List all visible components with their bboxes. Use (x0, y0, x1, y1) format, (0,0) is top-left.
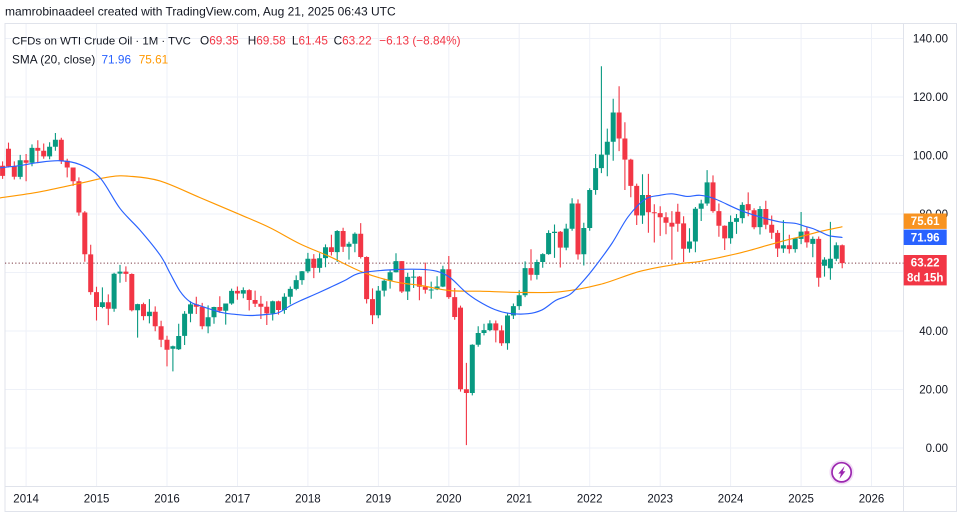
svg-text:8d 15h: 8d 15h (907, 272, 943, 284)
svg-text:2016: 2016 (154, 494, 180, 506)
svg-text:2026: 2026 (859, 494, 885, 506)
svg-text:75.61: 75.61 (911, 216, 940, 228)
svg-text:2017: 2017 (225, 494, 251, 506)
svg-text:120.00: 120.00 (913, 92, 948, 104)
svg-text:71.96: 71.96 (102, 53, 132, 67)
svg-text:2024: 2024 (718, 494, 744, 506)
svg-text:2023: 2023 (647, 494, 673, 506)
svg-text:20.00: 20.00 (919, 385, 948, 397)
svg-text:140.00: 140.00 (913, 34, 948, 46)
svg-text:mamrobinaadeel created with Tr: mamrobinaadeel created with TradingView.… (5, 5, 396, 19)
svg-text:2015: 2015 (84, 494, 110, 506)
svg-text:H69.58: H69.58 (248, 34, 286, 48)
svg-text:2025: 2025 (788, 494, 814, 506)
svg-text:L61.45: L61.45 (292, 34, 329, 48)
svg-text:2019: 2019 (366, 494, 392, 506)
svg-text:100.00: 100.00 (913, 151, 948, 163)
svg-text:CFDs on WTI Crude Oil · 1M · T: CFDs on WTI Crude Oil · 1M · TVC (12, 36, 191, 48)
svg-text:75.61: 75.61 (139, 53, 169, 67)
svg-text:71.96: 71.96 (911, 232, 940, 244)
svg-text:O69.35: O69.35 (200, 34, 239, 48)
svg-text:63.22: 63.22 (911, 258, 940, 270)
svg-text:2022: 2022 (577, 494, 603, 506)
svg-text:C63.22: C63.22 (334, 34, 372, 48)
svg-text:2020: 2020 (436, 494, 462, 506)
svg-text:SMA (20, close): SMA (20, close) (12, 53, 95, 67)
svg-text:2021: 2021 (506, 494, 532, 506)
svg-text:−6.13 (−8.84%): −6.13 (−8.84%) (379, 34, 460, 48)
svg-text:2018: 2018 (295, 494, 321, 506)
svg-text:2014: 2014 (13, 494, 39, 506)
svg-text:0.00: 0.00 (926, 443, 948, 455)
svg-text:40.00: 40.00 (919, 326, 948, 338)
